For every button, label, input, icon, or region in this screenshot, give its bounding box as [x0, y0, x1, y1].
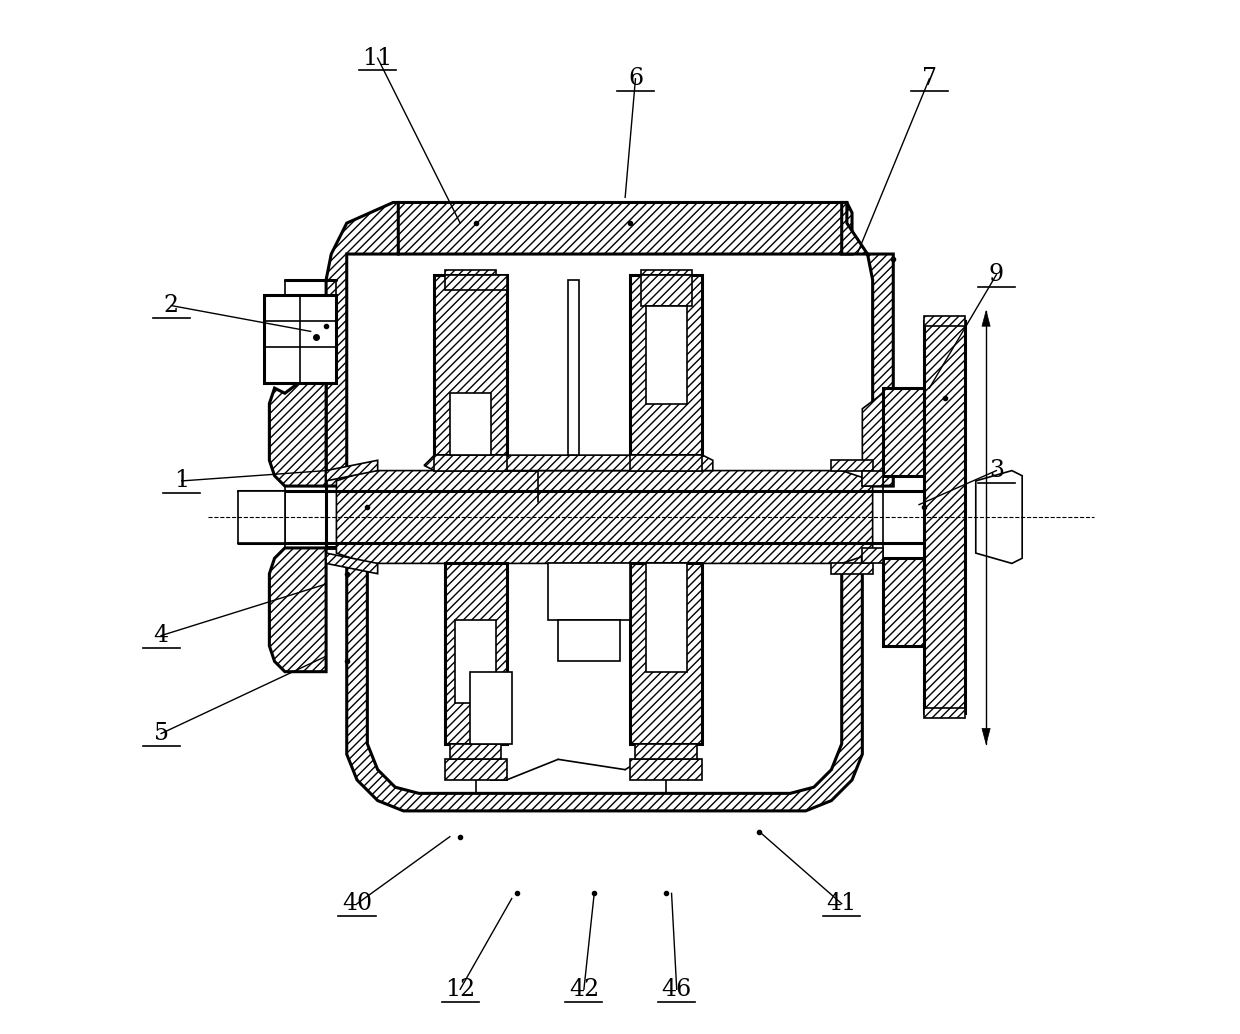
Polygon shape [641, 275, 692, 306]
Polygon shape [393, 203, 852, 254]
Text: 4: 4 [154, 625, 169, 647]
Polygon shape [646, 306, 687, 403]
Polygon shape [831, 564, 873, 574]
Text: 42: 42 [569, 978, 599, 1001]
Text: 1: 1 [174, 469, 190, 492]
Polygon shape [568, 280, 579, 455]
Polygon shape [862, 470, 883, 486]
Text: 2: 2 [164, 294, 179, 317]
Polygon shape [326, 203, 398, 486]
Polygon shape [924, 708, 966, 718]
Text: 46: 46 [662, 978, 692, 1001]
Polygon shape [982, 311, 991, 326]
Polygon shape [445, 759, 507, 780]
Text: 9: 9 [988, 264, 1004, 286]
Polygon shape [367, 548, 842, 793]
Polygon shape [630, 455, 703, 470]
Text: 12: 12 [445, 978, 475, 1001]
Polygon shape [976, 470, 1022, 564]
Polygon shape [269, 362, 326, 486]
Polygon shape [862, 388, 899, 486]
Polygon shape [445, 275, 507, 291]
Polygon shape [264, 296, 336, 383]
Polygon shape [630, 275, 703, 455]
Polygon shape [924, 322, 966, 712]
Text: 6: 6 [627, 67, 644, 90]
Polygon shape [434, 455, 507, 470]
Polygon shape [982, 728, 991, 743]
Polygon shape [558, 620, 620, 662]
Polygon shape [883, 388, 924, 476]
Text: 41: 41 [827, 892, 857, 915]
Polygon shape [238, 491, 285, 543]
Polygon shape [842, 203, 893, 486]
Polygon shape [336, 470, 873, 564]
Polygon shape [347, 486, 862, 548]
Polygon shape [445, 270, 496, 275]
Polygon shape [548, 564, 630, 620]
Polygon shape [630, 564, 703, 743]
Polygon shape [630, 759, 703, 780]
Polygon shape [924, 316, 966, 326]
Polygon shape [883, 558, 924, 646]
Text: 7: 7 [921, 67, 937, 90]
Polygon shape [445, 564, 507, 743]
Polygon shape [326, 460, 378, 481]
Text: 40: 40 [342, 892, 372, 915]
Polygon shape [326, 553, 378, 574]
Polygon shape [831, 460, 873, 470]
Polygon shape [424, 455, 713, 470]
Polygon shape [641, 270, 692, 275]
Polygon shape [326, 548, 862, 811]
Polygon shape [635, 743, 697, 759]
Text: 11: 11 [362, 47, 393, 69]
Polygon shape [269, 548, 326, 672]
Polygon shape [455, 620, 496, 703]
Polygon shape [862, 548, 883, 564]
Polygon shape [434, 275, 507, 455]
Polygon shape [450, 393, 491, 455]
Text: 3: 3 [988, 459, 1004, 482]
Polygon shape [470, 672, 512, 743]
Polygon shape [646, 564, 687, 672]
Polygon shape [347, 257, 862, 486]
Text: 5: 5 [154, 722, 169, 746]
Polygon shape [450, 743, 501, 759]
